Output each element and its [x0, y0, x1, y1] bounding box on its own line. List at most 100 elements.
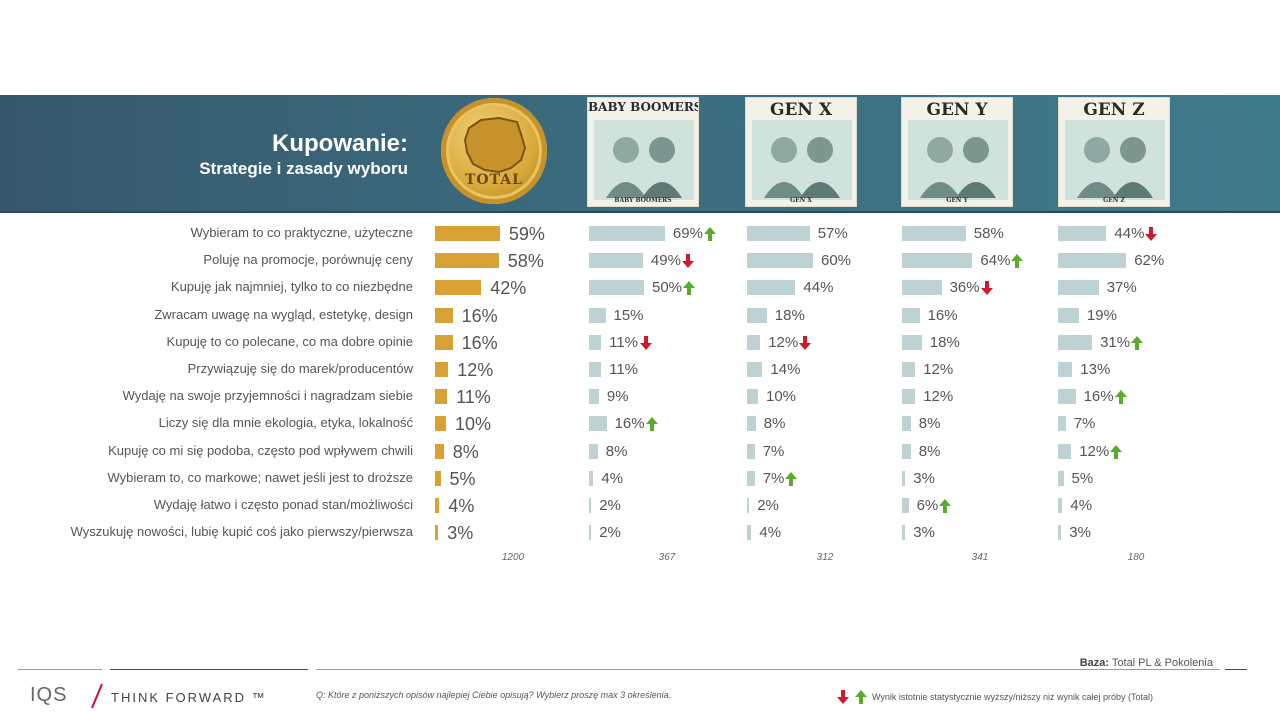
bar — [747, 470, 755, 486]
category-label: Liczy się dla mnie ekologia, etyka, loka… — [158, 415, 413, 431]
data-label: 6% — [916, 497, 939, 514]
data-label: 11% — [456, 387, 491, 408]
bar — [747, 280, 796, 296]
bar — [747, 253, 813, 269]
data-label: 12% — [768, 333, 799, 351]
bar — [902, 525, 906, 541]
bar — [589, 307, 606, 323]
bar — [902, 253, 973, 269]
category-label: Przywiązuję się do marek/producentów — [187, 361, 413, 376]
survey-question: Q: Które z poniższych opisów najlepiej C… — [316, 690, 672, 700]
data-label: 16% — [461, 332, 498, 353]
data-label: 4% — [1070, 497, 1093, 514]
generation-card-title: BABY BOOMERS — [588, 100, 699, 114]
data-label: 3% — [913, 469, 935, 487]
legend-arrows-icon — [837, 690, 867, 704]
data-label: 16% — [614, 415, 645, 433]
generation-card-title: GEN Y — [926, 100, 988, 120]
bar — [747, 334, 761, 350]
category-label: Wydaję na swoje przyjemności i nagradzam… — [122, 388, 413, 404]
data-label: 3% — [913, 524, 935, 542]
data-label: 16% — [927, 306, 958, 324]
generation-card: GEN X GEN X — [745, 97, 857, 207]
footer-divider-end — [1225, 669, 1247, 670]
bar — [435, 416, 446, 432]
data-label: 12% — [923, 388, 954, 406]
bar — [902, 334, 922, 350]
data-label: 9% — [606, 388, 629, 406]
data-label: 62% — [1134, 252, 1165, 270]
bar — [589, 389, 599, 405]
category-label: Kupuję to co polecane, co ma dobre opini… — [166, 333, 413, 349]
arrow-down-icon — [799, 335, 812, 350]
bar — [435, 362, 449, 377]
data-label: 8% — [452, 441, 479, 462]
bar — [902, 443, 911, 459]
data-label: 16% — [1083, 388, 1114, 406]
data-label: 4% — [448, 496, 475, 516]
data-label: 19% — [1086, 306, 1117, 324]
data-label: 42% — [490, 278, 527, 299]
data-label: 14% — [770, 361, 801, 378]
data-label: 59% — [508, 224, 545, 244]
bar — [747, 416, 756, 432]
data-label: 36% — [949, 279, 980, 297]
data-label: 50% — [652, 279, 683, 297]
base-count: 312 — [816, 552, 834, 563]
bar — [589, 470, 594, 486]
portrait-icon — [594, 120, 694, 200]
coin-label: TOTAL — [465, 172, 523, 188]
bar — [902, 307, 920, 323]
arrow-up-icon — [1110, 444, 1123, 459]
data-label: 44% — [1114, 225, 1145, 242]
data-label: 2% — [599, 524, 621, 542]
bar — [435, 307, 453, 323]
bar — [1058, 280, 1099, 296]
data-label: 7% — [1073, 415, 1096, 433]
base-count: 180 — [1127, 552, 1145, 563]
data-label: 8% — [605, 442, 628, 460]
data-label: 11% — [609, 361, 639, 378]
data-label: 12% — [923, 361, 954, 378]
data-label: 57% — [817, 225, 848, 242]
data-label: 44% — [803, 279, 834, 297]
category-label: Poluję na promocje, porównuję ceny — [203, 252, 413, 268]
category-label: Kupuję co mi się podoba, często pod wpły… — [108, 442, 413, 458]
footer-divider — [18, 669, 102, 670]
data-label: 12% — [457, 360, 494, 380]
arrow-down-icon — [640, 335, 653, 350]
bar — [902, 362, 916, 377]
data-label: 11% — [609, 333, 639, 351]
footer-divider-accent — [110, 669, 308, 670]
bar — [589, 334, 602, 350]
generation-card-caption: GEN X — [790, 197, 812, 204]
bar — [902, 498, 909, 513]
page-subtitle: Strategie i zasady wyboru — [199, 159, 408, 178]
bar — [902, 416, 911, 432]
category-label: Wybieram to, co markowe; nawet jeśli jes… — [107, 469, 414, 485]
bar — [1058, 253, 1127, 269]
bar — [589, 443, 598, 459]
bar — [435, 226, 500, 241]
bar — [747, 362, 763, 377]
data-label: 58% — [973, 225, 1004, 242]
arrow-down-icon — [681, 254, 694, 269]
data-label: 5% — [1071, 469, 1094, 487]
arrow-up-icon — [939, 499, 952, 513]
generation-card-title: GEN Z — [1083, 100, 1145, 120]
generation-card: BABY BOOMERS BABY BOOMERS — [587, 97, 699, 207]
bar — [1058, 362, 1073, 377]
tagline: THINK FORWARD ™ — [111, 690, 267, 705]
arrow-up-icon — [1114, 390, 1127, 405]
bar — [1058, 525, 1062, 541]
data-label: 2% — [599, 497, 621, 514]
page-title: Kupowanie: — [272, 130, 408, 157]
category-label: Wydaję łatwo i często ponad stan/możliwo… — [153, 497, 413, 512]
portrait-icon — [752, 120, 852, 200]
data-label: 31% — [1100, 333, 1131, 351]
legend-text: Wynik istotnie statystycznie wyższy/niżs… — [872, 692, 1153, 702]
bar — [1058, 416, 1066, 432]
base-count: 367 — [658, 552, 676, 563]
bar — [589, 226, 665, 241]
generation-card-caption: GEN Z — [1103, 197, 1125, 204]
